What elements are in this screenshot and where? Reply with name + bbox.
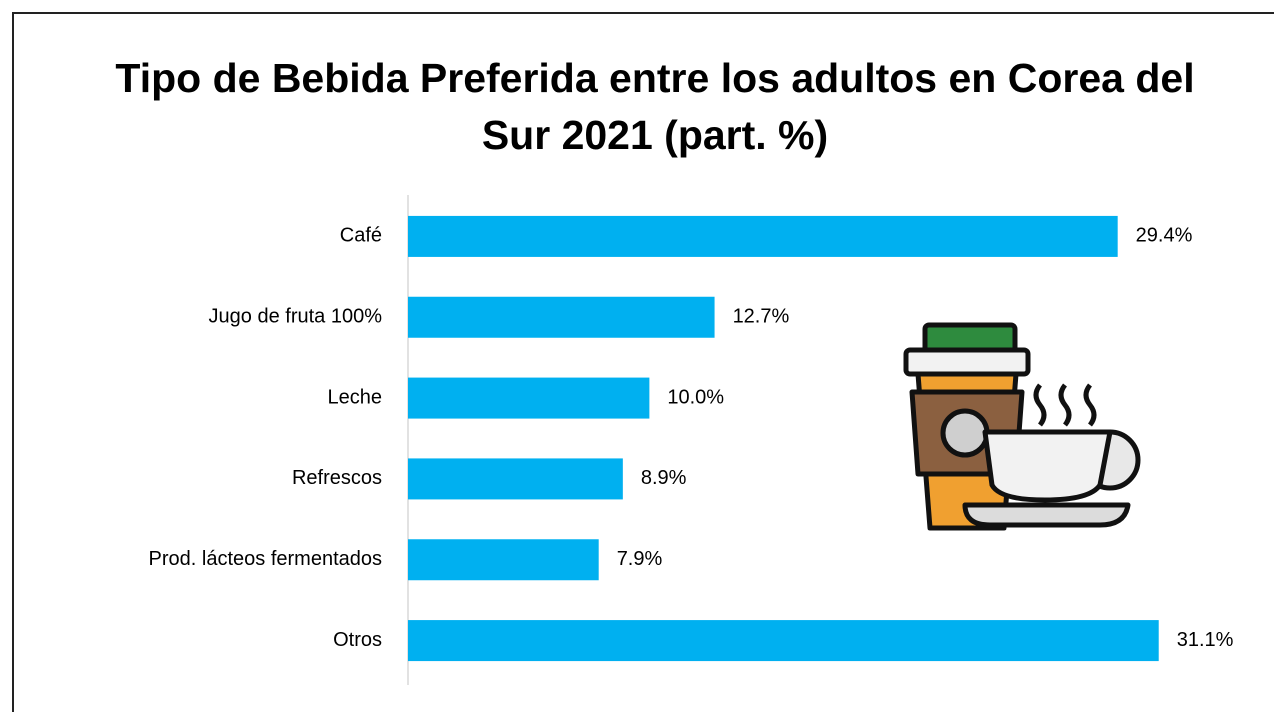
coffee-icon: [903, 322, 1141, 531]
chart-title: Tipo de Bebida Preferida entre los adult…: [115, 55, 1195, 158]
bar: [408, 296, 715, 338]
bar: [408, 539, 599, 581]
category-label: Otros: [333, 629, 382, 651]
value-label: 8.9%: [641, 467, 687, 489]
category-label: Jugo de fruta 100%: [209, 306, 383, 328]
frame: [12, 12, 1274, 712]
category-label: Refrescos: [292, 467, 382, 489]
category-label: Leche: [328, 386, 383, 408]
category-label: Café: [340, 225, 382, 247]
bar: [408, 215, 1118, 257]
value-label: 31.1%: [1177, 629, 1234, 651]
category-label: Prod. lácteos fermentados: [149, 548, 382, 570]
bar: [408, 458, 623, 500]
value-label: 7.9%: [617, 548, 663, 570]
bar: [408, 377, 650, 419]
bar: [408, 620, 1159, 662]
value-label: 12.7%: [733, 306, 790, 328]
value-label: 10.0%: [667, 386, 724, 408]
value-label: 29.4%: [1136, 225, 1193, 247]
